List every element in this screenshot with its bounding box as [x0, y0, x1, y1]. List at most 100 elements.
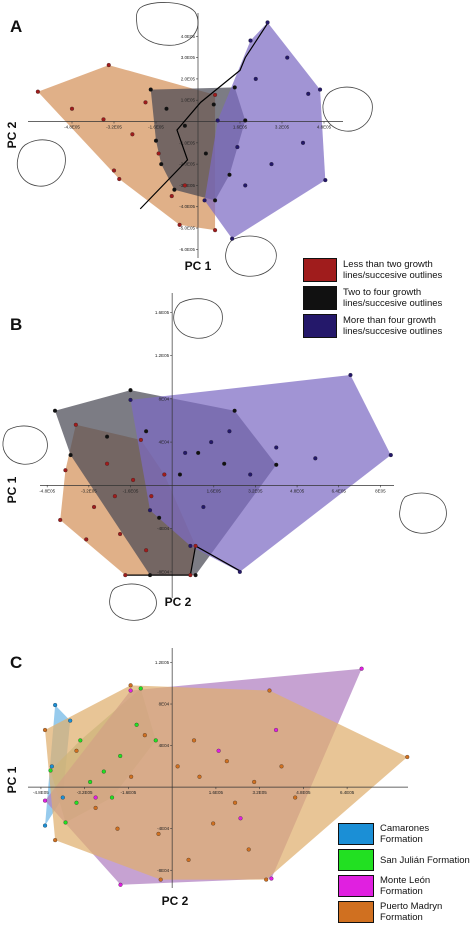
data-point: [267, 688, 272, 693]
data-point: [269, 876, 274, 881]
data-point: [359, 666, 364, 671]
data-point: [42, 798, 48, 803]
shell-outline: [16, 139, 66, 187]
legend-swatch: [303, 286, 337, 310]
legend-item: Puerto Madryn Formation: [338, 901, 474, 923]
data-point: [182, 183, 187, 188]
data-point: [157, 515, 162, 520]
data-point: [118, 531, 123, 537]
data-point: [58, 517, 63, 523]
x-tick-label: -1.6E05: [121, 790, 137, 795]
data-point: [235, 145, 240, 150]
data-point: [188, 543, 193, 548]
y-tick-label: -4E04: [157, 826, 170, 831]
data-point: [93, 805, 98, 810]
y-tick-label: 1.2E05: [155, 660, 170, 665]
legend-label: San Julián Formation: [380, 854, 470, 866]
panel-label: B: [10, 315, 22, 334]
data-point: [237, 569, 242, 574]
data-point: [227, 429, 232, 434]
data-point: [74, 800, 79, 805]
panel-0: -4.8E05 -3.2E05 -1.6E05 1.6E05 3.2E05 4.8E05 4…: [5, 13, 343, 273]
data-point: [232, 408, 237, 413]
data-point: [156, 151, 161, 156]
shell-outline: [173, 298, 223, 339]
data-point: [101, 769, 106, 774]
data-point: [318, 87, 323, 92]
panel-2: -4.8E05 -3.2E05 -1.6E05 1.6E05 3.2E05 4.8E05 6…: [5, 648, 410, 908]
y-tick-label: -6.0E05: [179, 247, 195, 252]
y-tick-label: 1.0E05: [181, 98, 196, 103]
data-point: [175, 764, 180, 769]
data-point: [53, 703, 58, 708]
data-point: [35, 89, 40, 94]
data-point: [183, 450, 188, 455]
data-point: [215, 118, 220, 123]
data-point: [213, 198, 218, 203]
legend-swatch: [338, 823, 374, 845]
data-point: [172, 187, 177, 192]
data-point: [274, 462, 279, 467]
x-tick-label: 1.6E05: [233, 125, 248, 130]
data-point: [388, 453, 393, 458]
data-point: [193, 573, 198, 578]
data-point: [264, 877, 269, 882]
group-hull: [204, 22, 326, 239]
panel-label: C: [10, 653, 22, 672]
x-tick-label: -1.6E05: [123, 488, 139, 493]
data-point: [69, 106, 75, 111]
legend-swatch: [338, 849, 374, 871]
shell-outline: [109, 583, 157, 621]
y-tick-label: -8E04: [157, 569, 170, 574]
x-axis-title: PC 2: [165, 595, 192, 609]
legend-item: San Julián Formation: [338, 849, 474, 871]
shell-outline: [225, 235, 277, 277]
data-point: [193, 543, 198, 548]
data-point: [143, 100, 148, 105]
legend-swatch: [338, 875, 374, 897]
data-point: [216, 748, 221, 753]
y-axis-title: PC 1: [5, 766, 19, 793]
data-point: [213, 228, 218, 233]
x-tick-label: 4.8E05: [317, 125, 332, 130]
data-point: [105, 434, 110, 439]
y-tick-label: -3.0E05: [179, 183, 195, 188]
data-point: [118, 882, 123, 887]
panel-1: -4.8E05 -3.2E05 -1.6E05 1.6E05 3.2E05 4.8E05 6…: [5, 293, 394, 609]
data-point: [232, 800, 238, 805]
data-point: [232, 85, 237, 90]
growth-trajectory: [139, 21, 270, 210]
legend-label: Two to four growth lines/succesive outli…: [343, 287, 443, 309]
legend-label: Camarones Formation: [380, 823, 430, 845]
data-point: [313, 456, 318, 461]
data-point: [197, 774, 202, 779]
data-point: [252, 779, 257, 784]
data-point: [117, 176, 122, 182]
data-point: [224, 759, 229, 764]
x-tick-label: 8E05: [375, 488, 386, 493]
data-point: [164, 106, 169, 111]
data-point: [156, 831, 161, 836]
data-point: [111, 168, 117, 173]
data-point: [142, 733, 147, 738]
y-tick-label: 3.0E05: [181, 55, 196, 60]
x-tick-label: 3.2E05: [253, 790, 268, 795]
data-point: [149, 494, 154, 499]
legend-label: Monte León Formation: [380, 875, 431, 897]
data-point: [211, 102, 216, 107]
legend-item: More than four growth lines/succesive ou…: [303, 314, 473, 338]
data-point: [177, 472, 183, 477]
data-point: [138, 437, 143, 442]
x-axis-title: PC 2: [162, 894, 189, 908]
data-point: [196, 450, 201, 455]
data-point: [222, 461, 227, 466]
legend-label: Less than two growth lines/succesive out…: [343, 259, 443, 281]
y-tick-label: -5.0E05: [179, 226, 195, 231]
data-point: [147, 573, 153, 578]
x-tick-label: 3.2E05: [275, 125, 290, 130]
data-point: [101, 117, 106, 122]
y-tick-label: -4E04: [157, 526, 170, 531]
legend-item: Monte León Formation: [338, 875, 474, 897]
